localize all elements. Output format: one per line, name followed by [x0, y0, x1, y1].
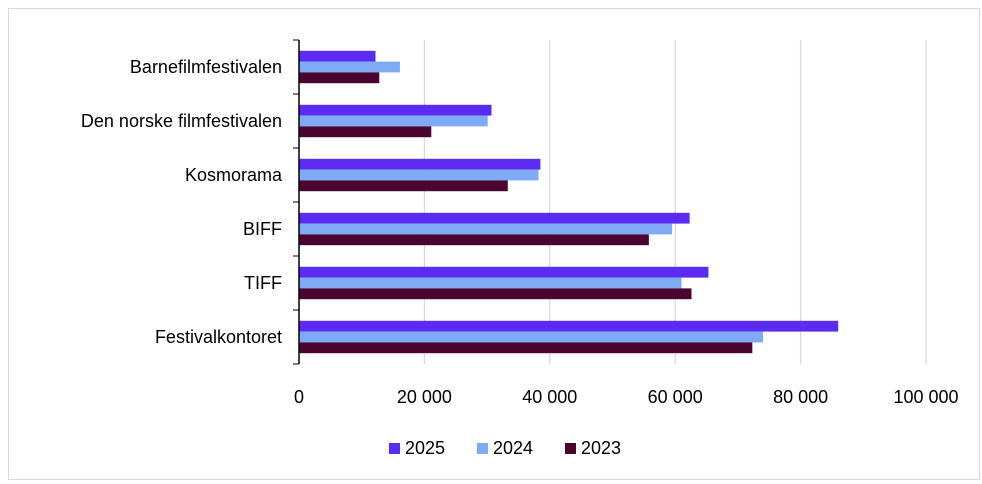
- bar-2025-4: [299, 266, 709, 278]
- y-tick-label: Den norske filmfestivalen: [81, 111, 282, 131]
- x-tick-label: 60 000: [648, 387, 703, 407]
- bars: [299, 50, 839, 354]
- bar-2024-5: [299, 331, 763, 343]
- bar-2024-0: [299, 61, 400, 73]
- bar-2023-0: [299, 72, 380, 84]
- bar-2023-1: [299, 126, 432, 138]
- legend: 2025 2024 2023: [389, 438, 621, 458]
- chart-frame: Barnefilmfestivalen Den norske filmfestiv…: [8, 8, 980, 480]
- bar-2025-0: [299, 50, 376, 62]
- bar-2023-2: [299, 180, 508, 192]
- bar-2024-3: [299, 223, 673, 235]
- y-tick-label: Barnefilmfestivalen: [130, 57, 282, 77]
- bar-2024-2: [299, 169, 539, 181]
- x-tick-label: 0: [294, 387, 304, 407]
- y-tick-label: BIFF: [243, 219, 282, 239]
- y-axis: Barnefilmfestivalen Den norske filmfestiv…: [81, 39, 300, 365]
- y-tick-label: TIFF: [244, 273, 282, 293]
- bar-2025-2: [299, 158, 541, 170]
- legend-label-2025: 2025: [405, 438, 445, 458]
- legend-swatch-2023: [565, 443, 576, 454]
- x-tick-label: 40 000: [522, 387, 577, 407]
- x-tick-label: 100 000: [893, 387, 958, 407]
- bar-2025-1: [299, 104, 492, 116]
- bar-2023-3: [299, 234, 649, 246]
- legend-label-2024: 2024: [493, 438, 533, 458]
- legend-label-2023: 2023: [581, 438, 621, 458]
- bar-2023-5: [299, 342, 753, 354]
- x-tick-label: 80 000: [773, 387, 828, 407]
- x-tick-label: 20 000: [397, 387, 452, 407]
- bar-2025-5: [299, 320, 839, 332]
- bar-2024-1: [299, 115, 488, 127]
- bar-2025-3: [299, 212, 690, 224]
- bar-chart: Barnefilmfestivalen Den norske filmfestiv…: [81, 39, 959, 458]
- y-tick-label: Festivalkontoret: [155, 327, 282, 347]
- bar-2024-4: [299, 277, 682, 289]
- legend-swatch-2025: [389, 443, 400, 454]
- legend-swatch-2024: [477, 443, 488, 454]
- y-tick-label: Kosmorama: [185, 165, 283, 185]
- bar-2023-4: [299, 288, 692, 300]
- x-axis: 0 20 000 40 000 60 000 80 000 100 000: [294, 387, 959, 407]
- gridlines: [423, 40, 927, 364]
